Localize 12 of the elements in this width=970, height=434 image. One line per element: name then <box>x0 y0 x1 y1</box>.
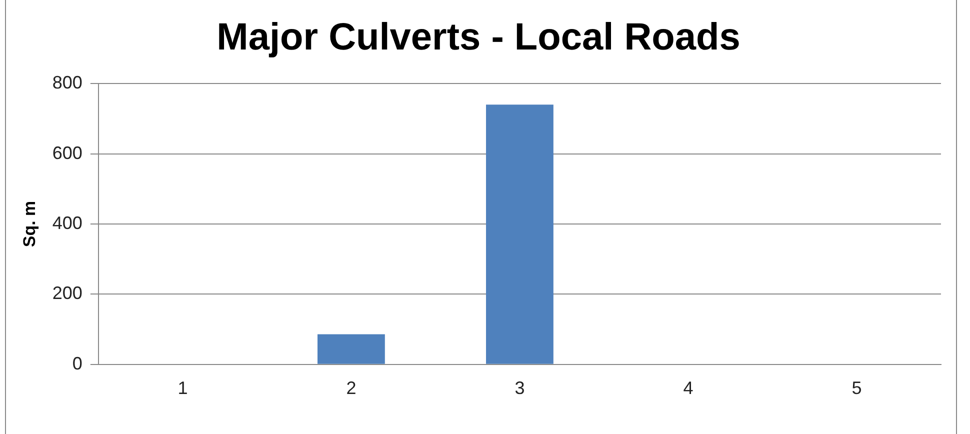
y-tick-label: 200 <box>52 283 82 304</box>
y-tick-label: 800 <box>52 72 82 93</box>
x-tick-label: 4 <box>683 378 694 398</box>
chart-title: Major Culverts - Local Roads <box>216 16 740 58</box>
y-tick-label: 0 <box>72 353 82 374</box>
x-tick-label: 3 <box>514 378 525 398</box>
x-tick-label: 1 <box>178 378 188 398</box>
y-tick-label: 600 <box>52 142 82 163</box>
y-axis-title: Sq. m <box>20 200 39 248</box>
y-tick-label: 400 <box>52 212 82 233</box>
x-tick-label: 5 <box>852 378 862 398</box>
x-tick-label: 2 <box>346 378 356 398</box>
